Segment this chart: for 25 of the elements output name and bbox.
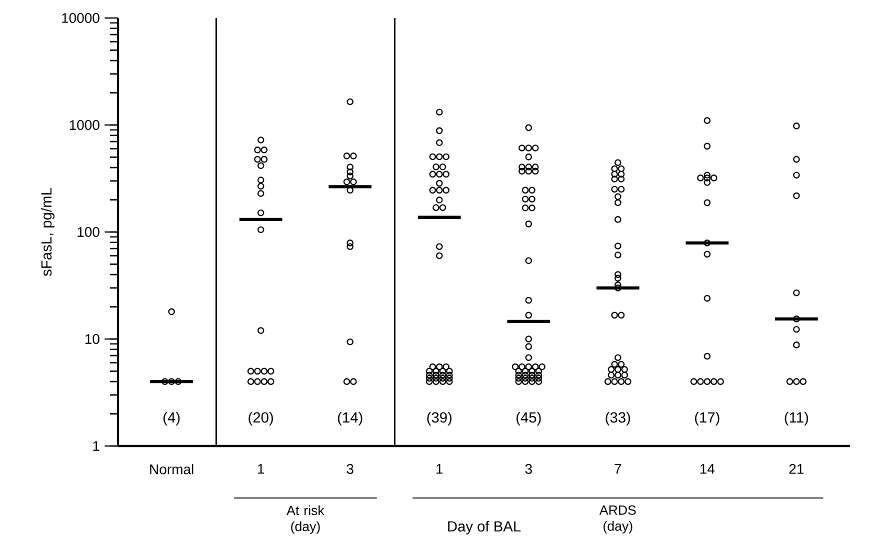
annotation: (11) xyxy=(784,412,808,426)
x-tick-label: 3 xyxy=(525,464,532,474)
y-tick-label: 10000 xyxy=(62,13,100,23)
x-tick-label: 1 xyxy=(436,464,443,474)
x-tick-label: 3 xyxy=(346,464,354,474)
x-tick-label: Normal xyxy=(150,464,194,474)
y-axis-title: sFasL, pg/mL xyxy=(40,188,55,276)
annotation: (20) xyxy=(248,412,273,426)
text: At risk (day) xyxy=(286,505,324,534)
x-tick-label: 7 xyxy=(614,464,622,474)
y-tick-label: 1000 xyxy=(70,120,100,130)
x-tick-label: 14 xyxy=(700,464,715,474)
annotation: (39) xyxy=(427,412,452,426)
annotation: (17) xyxy=(695,412,720,426)
x-tick-label: 21 xyxy=(789,464,804,474)
y-tick-label: 1 xyxy=(93,441,100,451)
y-tick-label: 100 xyxy=(78,227,100,237)
y-tick-label: 10 xyxy=(85,334,100,344)
annotation: (45) xyxy=(516,412,541,426)
annotation: (4) xyxy=(164,412,180,426)
annotation: (14) xyxy=(338,412,362,426)
annotation: (33) xyxy=(606,412,630,426)
text: ARDS (day) xyxy=(599,505,636,534)
x-tick-label: 1 xyxy=(258,464,264,474)
x-axis-title: Day of BAL xyxy=(448,520,521,534)
